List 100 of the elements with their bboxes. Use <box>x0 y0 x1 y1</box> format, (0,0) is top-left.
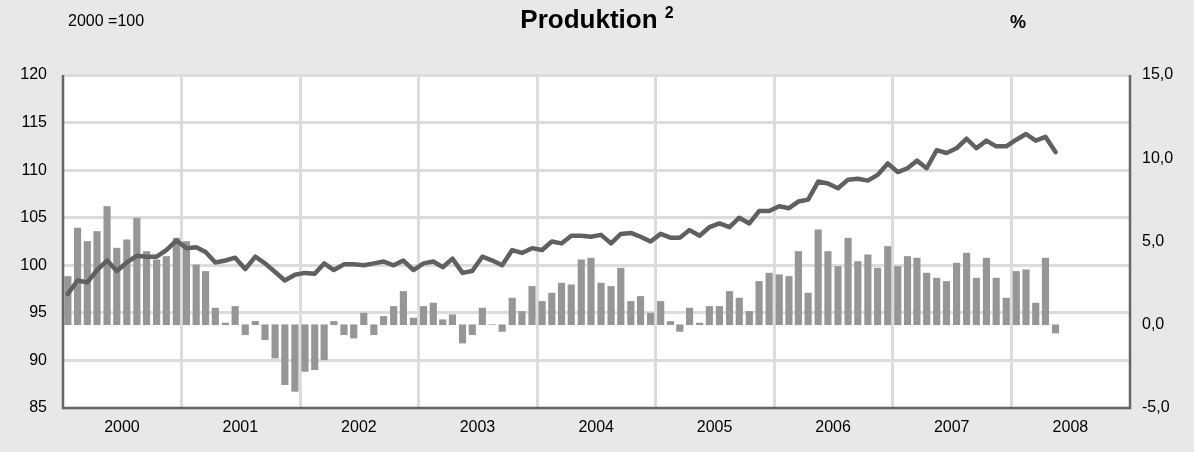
bar <box>271 324 279 359</box>
bar <box>1051 324 1060 334</box>
bar <box>1032 302 1040 326</box>
y-tick-label: 85 <box>29 398 48 416</box>
bar <box>162 256 170 326</box>
y2-tick-label: 5,0 <box>1142 231 1165 249</box>
chart-title: Produktion $^{2}$ <box>520 4 674 34</box>
bar <box>281 324 289 386</box>
bar <box>557 282 566 326</box>
x-tick-label: 2000 <box>104 418 140 436</box>
bar <box>963 252 971 326</box>
bar <box>103 206 111 326</box>
y2-axis-title: % <box>1010 12 1027 33</box>
x-tick-label: 2008 <box>1052 418 1089 436</box>
bar <box>320 324 328 361</box>
x-tick-label: 2002 <box>341 418 377 436</box>
y2-tick-label: 10,0 <box>1142 148 1174 166</box>
bar <box>370 324 378 336</box>
bar <box>498 324 506 332</box>
bar <box>755 281 763 326</box>
bar <box>884 246 892 326</box>
bar <box>330 321 338 326</box>
bar <box>705 306 713 326</box>
y-tick-label: 110 <box>21 160 48 178</box>
bar <box>399 291 407 326</box>
x-tick-label: 2004 <box>578 418 615 436</box>
bar <box>153 259 161 326</box>
bar <box>380 316 388 326</box>
bar <box>942 281 951 326</box>
bar <box>715 306 724 326</box>
bar <box>874 267 882 326</box>
bar <box>241 324 249 336</box>
bar <box>528 286 536 326</box>
bar <box>685 307 694 326</box>
bar <box>192 264 200 326</box>
bar <box>725 291 734 326</box>
bar <box>518 311 526 326</box>
bar <box>419 306 428 326</box>
bar <box>291 324 299 392</box>
bar <box>657 301 665 326</box>
bar <box>172 237 180 326</box>
x-tick-label: 2005 <box>696 418 733 436</box>
bar <box>844 237 852 326</box>
x-tick-label: 2001 <box>222 418 259 436</box>
bar <box>211 307 219 326</box>
bar <box>785 276 793 326</box>
bar <box>597 282 605 326</box>
bar <box>745 311 753 326</box>
y-tick-label: 95 <box>29 303 48 321</box>
x-tick-label: 2006 <box>815 418 852 436</box>
bar <box>676 324 684 332</box>
x-tick-label: 2007 <box>933 418 970 436</box>
bar <box>952 262 961 326</box>
bar <box>340 324 348 336</box>
bar <box>647 312 655 326</box>
bar <box>1041 257 1050 326</box>
bar <box>478 307 486 326</box>
bar <box>617 267 625 326</box>
bar <box>854 261 862 326</box>
y2-tick-label: -5,0 <box>1142 398 1170 416</box>
y-tick-label: 115 <box>21 112 48 130</box>
bar <box>775 274 783 326</box>
bar <box>350 324 358 339</box>
bar <box>903 256 912 326</box>
bar <box>202 271 210 326</box>
bar <box>992 277 1000 326</box>
bar <box>123 239 131 326</box>
bar <box>913 257 921 326</box>
bar <box>666 321 674 326</box>
bar <box>311 324 319 371</box>
bar <box>864 254 872 326</box>
bar <box>636 296 645 326</box>
bar <box>804 292 812 326</box>
bar <box>429 302 437 326</box>
bar <box>627 301 635 326</box>
bar <box>794 251 802 326</box>
bar <box>824 251 832 326</box>
bar <box>468 324 476 336</box>
bar <box>182 241 191 326</box>
bar <box>231 306 239 326</box>
bar <box>113 247 121 326</box>
bar <box>577 259 585 326</box>
bar <box>508 297 516 326</box>
bar <box>251 321 259 326</box>
y-tick-label: 105 <box>20 208 48 226</box>
bar <box>894 266 902 326</box>
x-tick-label: 2003 <box>459 418 496 436</box>
bar <box>972 277 980 326</box>
y2-tick-label: 15,0 <box>1142 65 1174 83</box>
y-tick-label: 90 <box>29 350 48 368</box>
bar <box>1012 271 1020 326</box>
bar <box>765 272 773 326</box>
bar <box>458 324 467 344</box>
y-tick-label: 120 <box>20 65 48 83</box>
bar <box>933 277 941 326</box>
bar <box>548 292 556 326</box>
bar <box>814 229 822 326</box>
bar <box>74 227 82 326</box>
bar <box>360 312 368 326</box>
bar <box>1022 269 1030 326</box>
